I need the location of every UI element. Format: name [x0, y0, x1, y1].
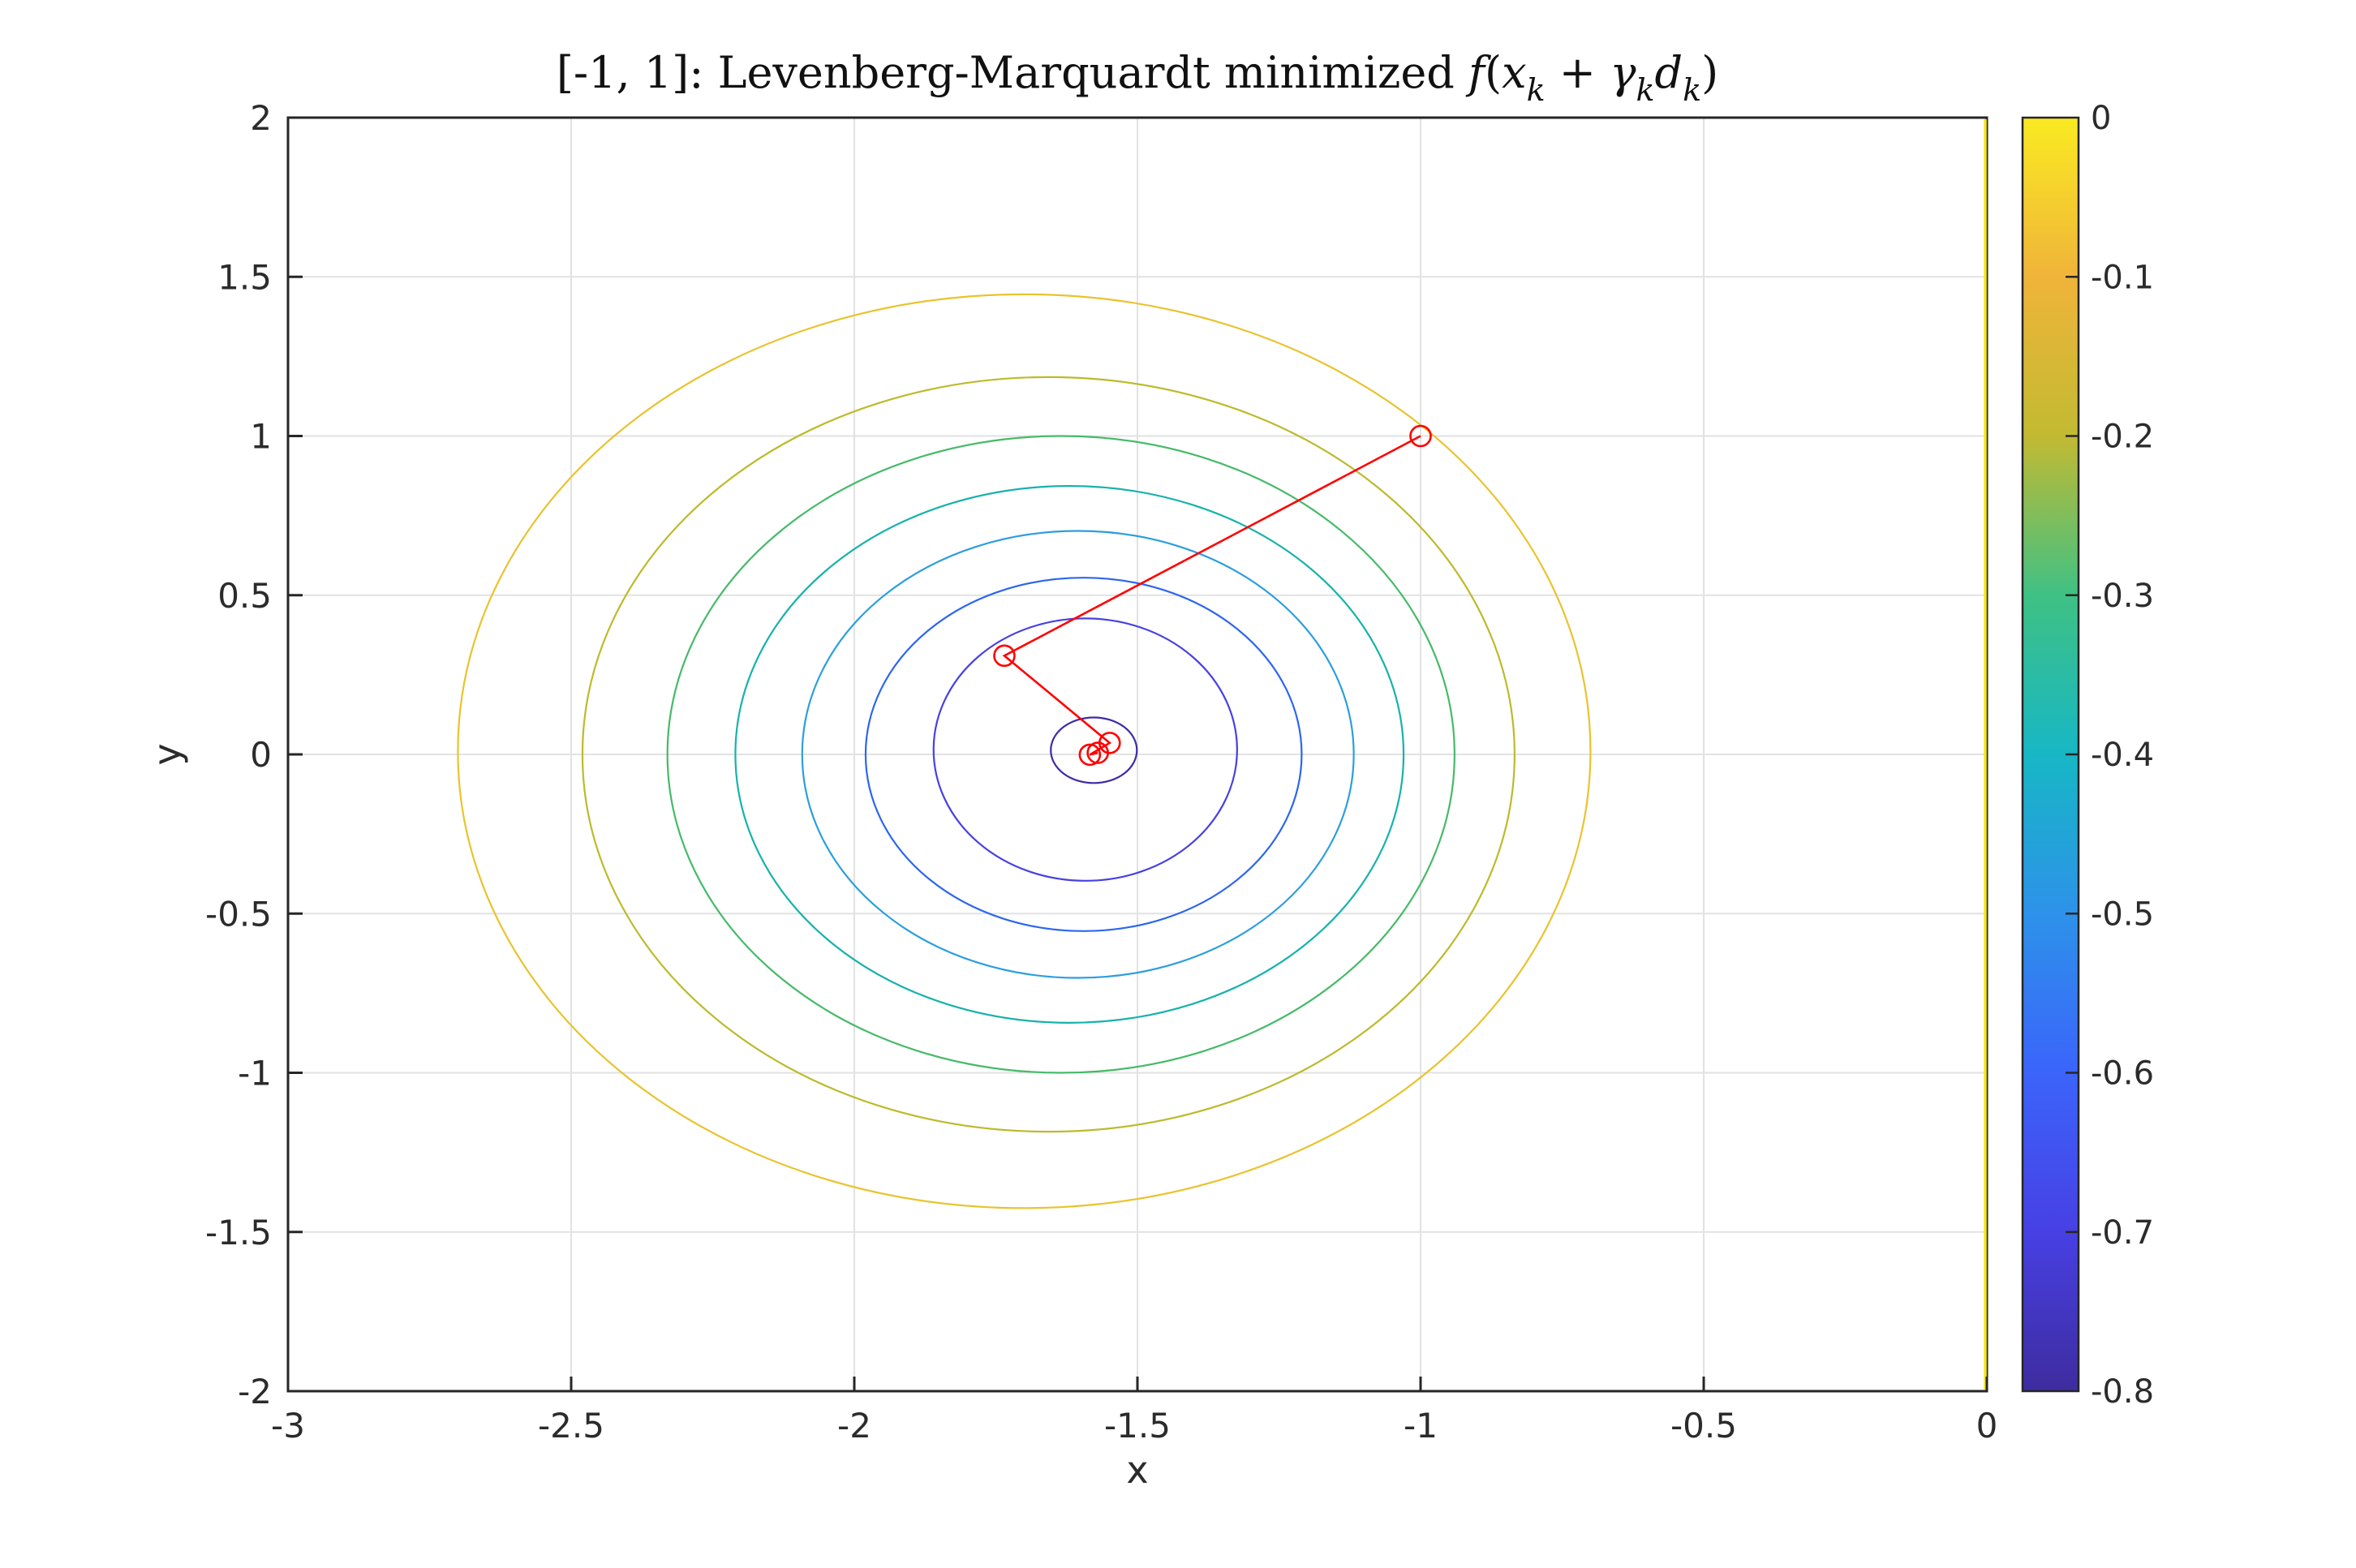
y-tick-label: -2 [238, 1372, 272, 1411]
colorbar-tick-label: -0.7 [2091, 1214, 2154, 1252]
title-segment: k [1527, 72, 1546, 108]
contour-ring-level-0.4 [734, 485, 1405, 1024]
y-tick-label: -0.5 [205, 894, 272, 934]
optimization-path [993, 424, 1432, 767]
iterate-marker [1086, 741, 1109, 764]
axis-ticks [286, 116, 1988, 1393]
title-segment: + [1546, 47, 1610, 98]
y-tick-label: -1.5 [205, 1213, 272, 1252]
y-axis-label: y [145, 743, 189, 765]
tick-labels: -3 -2.5 -2 -1.5 -1 -0.5 0 -2 -1.5 -1 -0.5 0 0.5 1 1.5 2 [205, 98, 1997, 1446]
y-tick-label: 1.5 [217, 257, 272, 297]
contour-ring-level-0.6 [864, 577, 1303, 932]
x-axis-label: x [1126, 1448, 1148, 1492]
title-segment: x [1502, 47, 1526, 98]
x-tick-label: -1.5 [1104, 1406, 1171, 1446]
x-tick-label: -0.5 [1670, 1406, 1737, 1446]
x-tick-label: -3 [271, 1406, 305, 1446]
y-tick-label: 1 [250, 417, 272, 457]
contour-ring-level-0.2 [581, 376, 1515, 1133]
contour-ring-level-0.5 [801, 530, 1355, 979]
x-tick-label: -2 [837, 1406, 871, 1446]
contour-ring-level-0.1 [457, 293, 1592, 1209]
iterate-marker [1078, 743, 1102, 767]
title-segment: ( [1485, 47, 1502, 98]
iterate-marker [993, 644, 1016, 668]
contour-ring-level-0.7 [932, 617, 1238, 882]
title-segment: γ [1610, 47, 1636, 98]
y-tick-label: 2 [250, 98, 272, 138]
y-tick-label: -1 [238, 1054, 272, 1093]
colorbar-tick-label: -0.6 [2091, 1055, 2154, 1093]
colorbar: 0 -0.1 -0.2 -0.3 -0.4 -0.5 -0.6 -0.7 -0.8 [2021, 100, 2154, 1411]
colorbar-tick-label: -0.2 [2091, 419, 2154, 456]
title-segment: ) [1701, 47, 1718, 98]
colorbar-tick-label: -0.3 [2091, 578, 2154, 615]
title-segment: d [1655, 47, 1683, 98]
contour-ring-level-0.3 [666, 435, 1455, 1074]
title-segment: k [1683, 72, 1701, 108]
y-tick-label: 0 [250, 735, 272, 775]
x-tick-label: -2.5 [538, 1406, 604, 1446]
chart-title: [-1, 1]: Levenberg-Marquardt minimized f… [557, 47, 1718, 108]
x-tick-label: -1 [1404, 1406, 1438, 1446]
title-segment: [-1, 1]: Levenberg-Marquardt minimized [557, 47, 1468, 98]
path-line [1002, 435, 1421, 756]
contour-rings [457, 293, 1592, 1209]
contour-ring-level-0.8 [1050, 716, 1138, 784]
colorbar-tick-label: -0.4 [2091, 737, 2154, 774]
x-tick-label: 0 [1976, 1406, 1998, 1446]
y-tick-label: 0.5 [217, 576, 272, 616]
iterate-marker [1409, 424, 1432, 448]
title-segment: k [1636, 72, 1654, 108]
colorbar-tick-label: -0.5 [2091, 896, 2154, 933]
colorbar-tick-label: 0 [2091, 100, 2111, 137]
colorbar-tick-label: -0.1 [2091, 259, 2154, 296]
colorbar-tick-label: -0.8 [2091, 1373, 2154, 1411]
